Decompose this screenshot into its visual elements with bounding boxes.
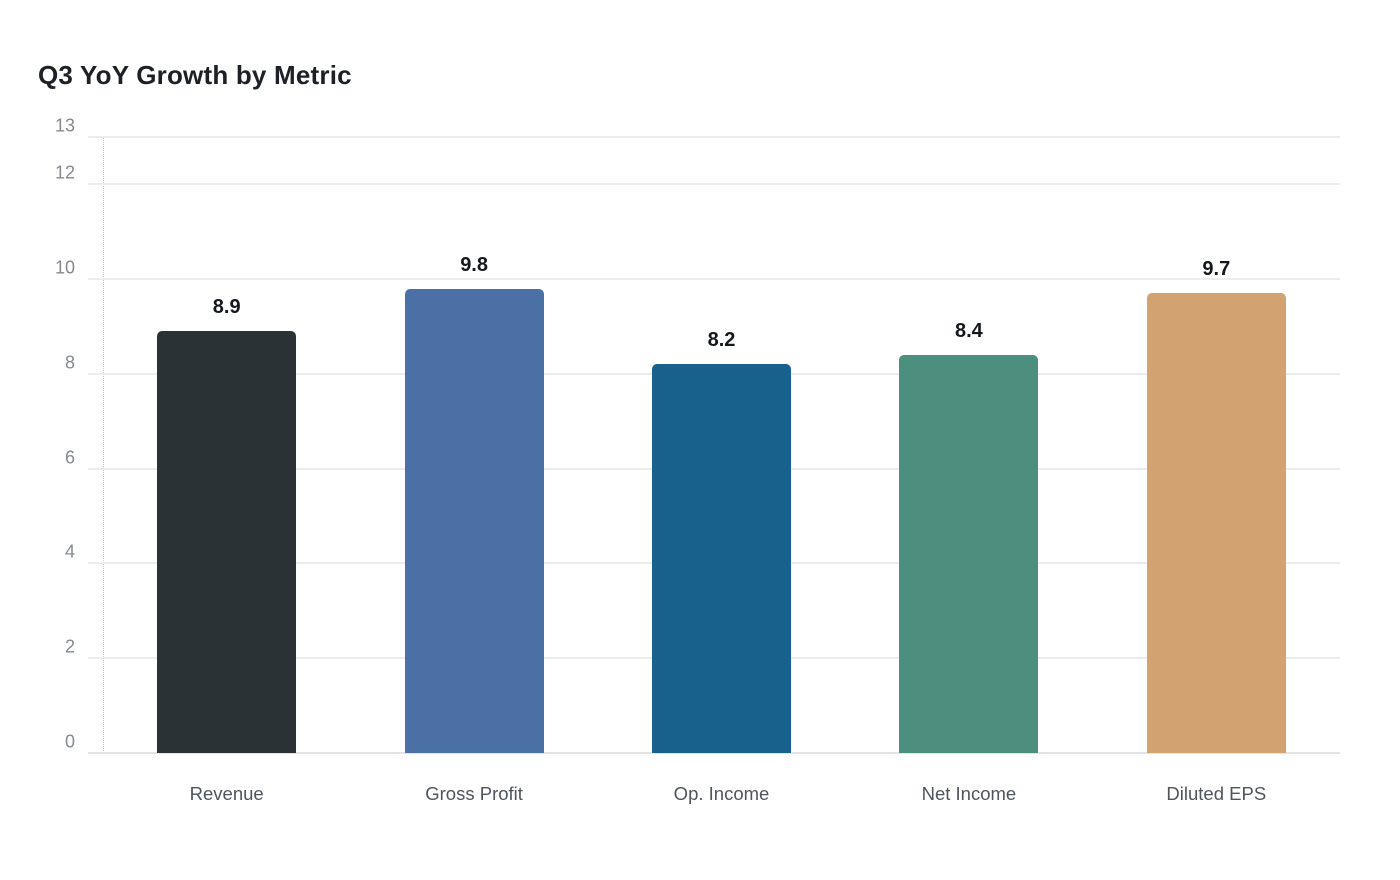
plot-area: 0 2 4 6 8 10 12 13 8.9 Revenue 9.8 Gross Profit 8.2 O…	[55, 116, 1340, 804]
x-axis-label-net-income: Net Income	[921, 783, 1017, 804]
y-tick-label: 13	[54, 115, 75, 136]
y-tick-label: 2	[64, 636, 75, 657]
bar-revenue[interactable]	[157, 331, 297, 753]
y-tick-label: 8	[64, 352, 75, 373]
y-gridline	[88, 752, 1340, 754]
y-tick-label: 6	[64, 447, 75, 468]
bar-value-label: 9.8	[460, 253, 488, 276]
x-axis-label-diluted-eps: Diluted EPS	[1166, 783, 1267, 804]
x-axis-label-op-income: Op. Income	[673, 783, 770, 804]
y-gridline	[88, 136, 1340, 138]
chart-title: Q3 YoY Growth by Metric	[38, 60, 352, 90]
x-axis-label-revenue: Revenue	[189, 783, 264, 804]
y-gridline	[88, 278, 1340, 281]
y-tick-label: 10	[54, 257, 75, 278]
x-axis-label-gross-profit: Gross Profit	[425, 783, 523, 804]
y-tick-label: 4	[64, 541, 75, 562]
bar-net-income[interactable]	[899, 354, 1039, 753]
bar-gross-profit[interactable]	[404, 288, 544, 753]
y-tick-label: 12	[54, 162, 75, 183]
bar-op-income[interactable]	[652, 364, 791, 753]
bar-value-label: 8.9	[212, 296, 241, 319]
bar-diluted-eps[interactable]	[1146, 293, 1286, 753]
y-axis-line	[103, 137, 104, 753]
bar-value-label: 9.7	[1202, 258, 1231, 281]
y-gridline	[88, 183, 1340, 186]
bar-value-label: 8.2	[707, 329, 736, 352]
y-tick-label: 0	[64, 731, 75, 752]
bar-value-label: 8.4	[954, 319, 983, 342]
